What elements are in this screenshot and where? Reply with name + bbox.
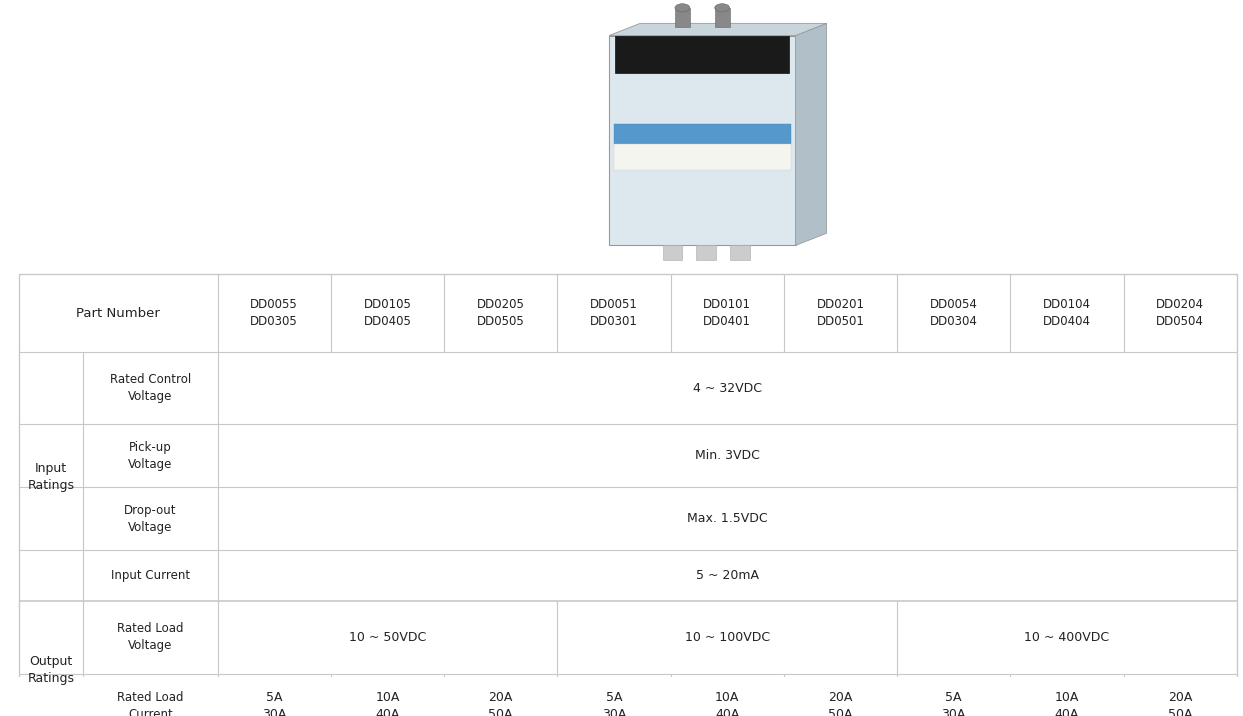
Text: Rated Control
Voltage: Rated Control Voltage — [109, 373, 191, 403]
Text: 20A
50A: 20A 50A — [828, 692, 853, 716]
Text: 10A
40A: 10A 40A — [715, 692, 740, 716]
Polygon shape — [609, 24, 827, 36]
Text: Rated Load
Voltage: Rated Load Voltage — [117, 622, 184, 652]
Polygon shape — [796, 24, 827, 246]
Text: DD0105
DD0405: DD0105 DD0405 — [363, 298, 411, 328]
Bar — [730, 246, 750, 261]
Bar — [614, 124, 791, 144]
Bar — [715, 8, 730, 26]
Text: Pick-up
Voltage: Pick-up Voltage — [128, 441, 173, 471]
Text: 5A
30A: 5A 30A — [941, 692, 966, 716]
Text: Max. 1.5VDC: Max. 1.5VDC — [687, 513, 767, 526]
Bar — [19, 274, 1237, 716]
Text: Input Current: Input Current — [111, 569, 190, 582]
Bar — [614, 144, 791, 170]
Text: 10 ~ 100VDC: 10 ~ 100VDC — [685, 631, 769, 644]
Bar — [675, 8, 690, 26]
Text: 5 ~ 20mA: 5 ~ 20mA — [696, 569, 758, 582]
Text: 5A
30A: 5A 30A — [602, 692, 626, 716]
Bar — [663, 246, 682, 261]
Text: DD0054
DD0304: DD0054 DD0304 — [930, 298, 977, 328]
Text: Drop-out
Voltage: Drop-out Voltage — [124, 504, 177, 534]
Text: 20A
50A: 20A 50A — [488, 692, 513, 716]
Text: Output
Ratings: Output Ratings — [27, 655, 75, 685]
Text: 10 ~ 50VDC: 10 ~ 50VDC — [349, 631, 426, 644]
Text: Input
Ratings: Input Ratings — [27, 462, 75, 492]
Circle shape — [715, 4, 730, 12]
Text: DD0051
DD0301: DD0051 DD0301 — [590, 298, 638, 328]
Text: Part Number: Part Number — [76, 306, 160, 319]
Text: 10A
40A: 10A 40A — [1055, 692, 1079, 716]
Text: DD0104
DD0404: DD0104 DD0404 — [1043, 298, 1091, 328]
Text: 10A
40A: 10A 40A — [375, 692, 399, 716]
Text: DD0055
DD0305: DD0055 DD0305 — [250, 298, 298, 328]
Text: DD0204
DD0504: DD0204 DD0504 — [1156, 298, 1204, 328]
Text: DD0205
DD0505: DD0205 DD0505 — [477, 298, 525, 328]
Text: 5A
30A: 5A 30A — [262, 692, 286, 716]
Text: DD0201
DD0501: DD0201 DD0501 — [817, 298, 864, 328]
Text: 4 ~ 32VDC: 4 ~ 32VDC — [692, 382, 762, 395]
Text: Rated Load
Current: Rated Load Current — [117, 692, 184, 716]
Circle shape — [675, 4, 690, 12]
Text: Min. 3VDC: Min. 3VDC — [695, 450, 759, 463]
Text: DD0101
DD0401: DD0101 DD0401 — [704, 298, 751, 328]
Text: 20A
50A: 20A 50A — [1168, 692, 1192, 716]
Bar — [696, 246, 716, 261]
Text: 10 ~ 400VDC: 10 ~ 400VDC — [1024, 631, 1110, 644]
Bar — [609, 36, 796, 246]
Bar — [615, 36, 789, 73]
